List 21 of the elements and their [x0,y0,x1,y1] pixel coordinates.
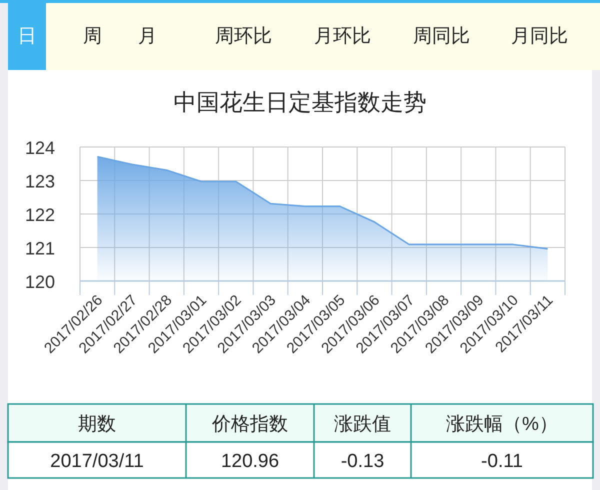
text: 120.96 [220,451,280,472]
y-tick-label: 124 [24,138,55,158]
chart-title: 中国花生日定基指数走势 [174,89,426,115]
y-tick-label: 123 [24,172,55,192]
y-tick-label: 122 [24,205,55,225]
y-tick-label: 121 [24,238,55,258]
text: 涨跌幅（%） [446,414,558,435]
text: 期数 [78,414,116,435]
text: 周同比 [413,26,470,47]
text: 月环比 [314,26,371,47]
text: -0.11 [481,451,523,472]
text: 周环比 [215,26,272,47]
text: 日 [18,26,36,47]
text: -0.13 [340,451,384,472]
text: 涨跌值 [334,414,391,435]
text: 月 [138,26,157,47]
text: 周 [83,26,102,47]
y-tick-label: 120 [24,272,55,292]
text: 价格指数 [211,414,288,435]
text: 月同比 [511,26,568,47]
text: 2017/03/11 [50,451,144,472]
